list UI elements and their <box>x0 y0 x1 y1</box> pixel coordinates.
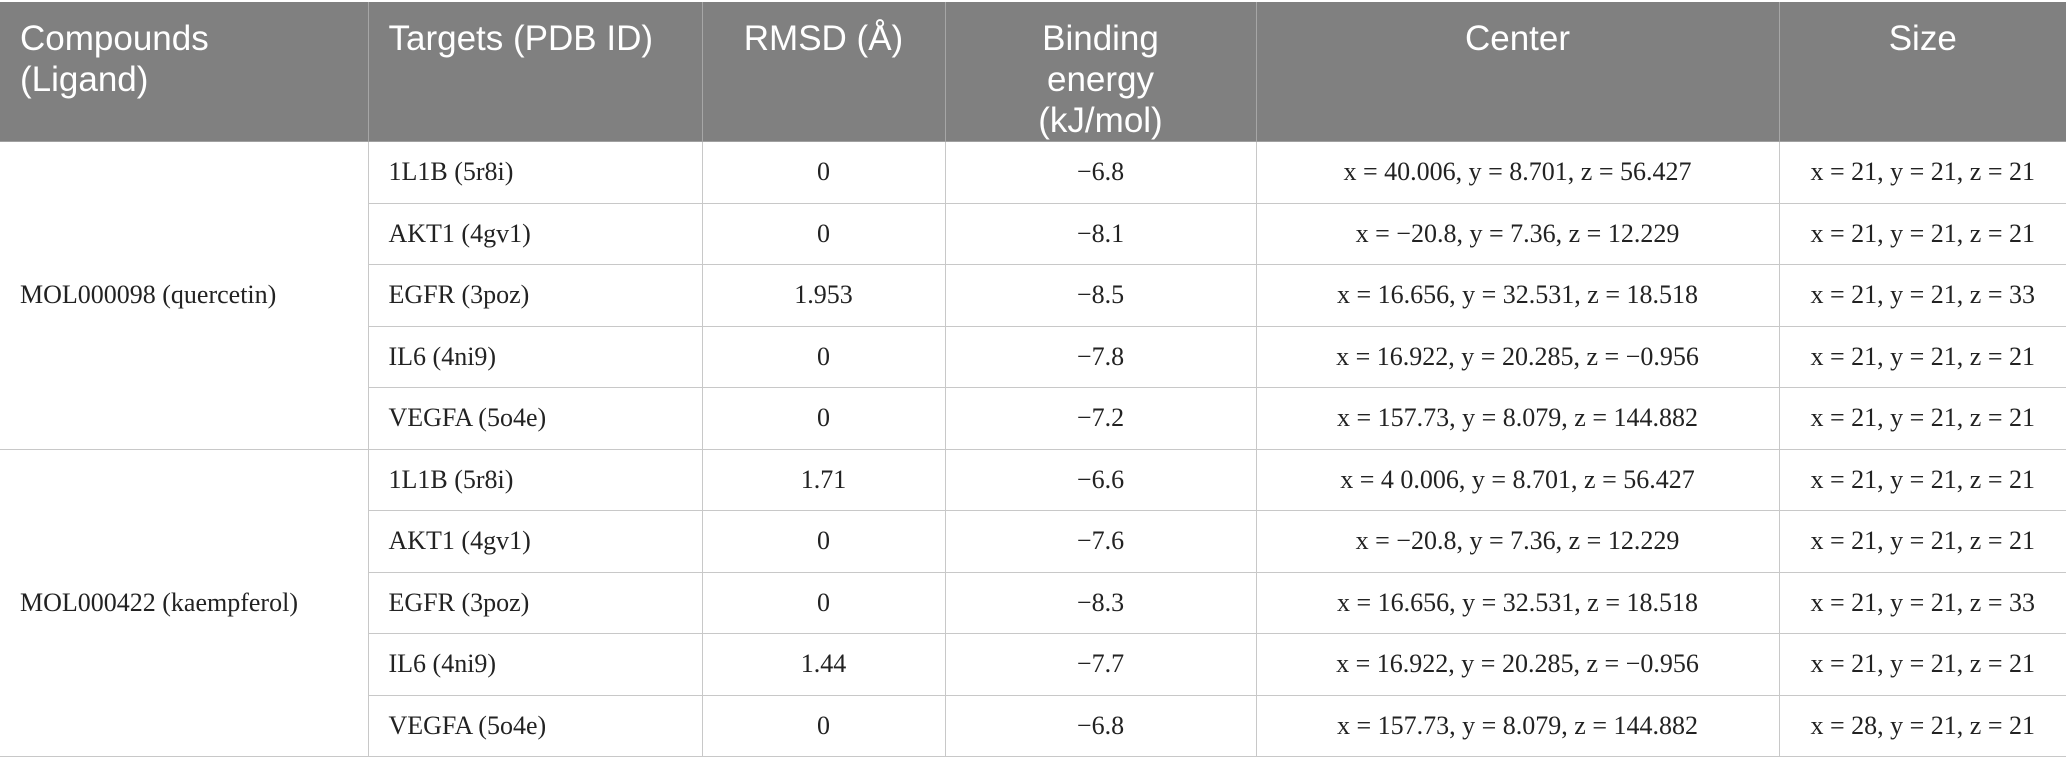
header-compounds: Compounds (Ligand) <box>0 2 369 142</box>
size-cell: x = 21, y = 21, z = 21 <box>1778 202 2066 265</box>
rmsd-cell: 0 <box>701 141 946 204</box>
target-cell: VEGFA (5o4e) <box>368 387 703 450</box>
center-cell: x = 4 0.006, y = 8.701, z = 56.427 <box>1255 448 1780 511</box>
binding-energy-cell: −8.5 <box>944 264 1257 327</box>
header-row: Compounds (Ligand) Targets (PDB ID) RMSD… <box>0 2 2066 142</box>
header-rmsd: RMSD (Å) <box>702 2 946 142</box>
header-binding-energy: Binding energy (kJ/mol) <box>945 2 1257 142</box>
target-cell: AKT1 (4gv1) <box>368 510 703 573</box>
table-row: AKT1 (4gv1) 0 −8.1 x = −20.8, y = 7.36, … <box>0 202 2066 265</box>
rmsd-cell: 1.44 <box>701 633 946 696</box>
rmsd-cell: 0 <box>701 510 946 573</box>
size-cell: x = 21, y = 21, z = 33 <box>1778 264 2066 327</box>
compound-cell: MOL000422 (kaempferol) <box>0 448 369 757</box>
center-cell: x = −20.8, y = 7.36, z = 12.229 <box>1255 202 1780 265</box>
rmsd-cell: 1.953 <box>701 264 946 327</box>
rmsd-cell: 0 <box>701 694 946 757</box>
center-cell: x = 16.656, y = 32.531, z = 18.518 <box>1255 264 1780 327</box>
binding-energy-cell: −6.8 <box>944 694 1257 757</box>
target-cell: 1L1B (5r8i) <box>367 448 703 511</box>
rmsd-cell: 0 <box>701 387 946 450</box>
target-cell: AKT1 (4gv1) <box>368 202 703 265</box>
size-cell: x = 21, y = 21, z = 21 <box>1778 325 2066 388</box>
size-cell: x = 28, y = 21, z = 21 <box>1778 694 2066 757</box>
header-targets: Targets (PDB ID) <box>368 2 703 142</box>
center-cell: x = 157.73, y = 8.079, z = 144.882 <box>1255 387 1780 450</box>
rmsd-cell: 0 <box>701 325 946 388</box>
header-center: Center <box>1256 2 1780 142</box>
target-cell: IL6 (4ni9) <box>368 633 703 696</box>
binding-energy-cell: −6.6 <box>944 448 1257 511</box>
table-row: IL6 (4ni9) 0 −7.8 x = 16.922, y = 20.285… <box>0 325 2066 388</box>
center-cell: x = 16.922, y = 20.285, z = −0.956 <box>1255 325 1780 388</box>
size-cell: x = 21, y = 21, z = 21 <box>1778 510 2066 573</box>
binding-energy-cell: −8.3 <box>944 571 1257 634</box>
center-cell: x = 40.006, y = 8.701, z = 56.427 <box>1255 141 1780 204</box>
target-cell: EGFR (3poz) <box>368 264 703 327</box>
binding-energy-cell: −7.2 <box>944 387 1257 450</box>
rmsd-cell: 1.71 <box>701 448 946 511</box>
size-cell: x = 21, y = 21, z = 21 <box>1778 448 2066 511</box>
center-cell: x = 16.656, y = 32.531, z = 18.518 <box>1255 571 1780 634</box>
binding-energy-cell: −8.1 <box>944 202 1257 265</box>
table-row: EGFR (3poz) 0 −8.3 x = 16.656, y = 32.53… <box>0 571 2066 634</box>
center-cell: x = 157.73, y = 8.079, z = 144.882 <box>1255 694 1780 757</box>
rmsd-cell: 0 <box>701 571 946 634</box>
binding-energy-cell: −7.6 <box>944 510 1257 573</box>
header-size: Size <box>1779 2 2066 142</box>
target-cell: EGFR (3poz) <box>368 571 703 634</box>
compound-cell: MOL000098 (quercetin) <box>0 141 369 450</box>
binding-energy-cell: −7.7 <box>944 633 1257 696</box>
table-row: MOL000422 (kaempferol) 1L1B (5r8i) 1.71 … <box>0 448 2066 757</box>
binding-energy-cell: −6.8 <box>944 141 1257 204</box>
size-cell: x = 21, y = 21, z = 21 <box>1778 141 2066 204</box>
table-row: MOL000098 (quercetin) 1L1B (5r8i) 0 −6.8… <box>0 141 2066 450</box>
target-cell: 1L1B (5r8i) <box>367 141 703 204</box>
binding-energy-cell: −7.8 <box>944 325 1257 388</box>
table-body: MOL000098 (quercetin) 1L1B (5r8i) 0 −6.8… <box>0 141 2066 757</box>
size-cell: x = 21, y = 21, z = 21 <box>1778 387 2066 450</box>
table-row: EGFR (3poz) 1.953 −8.5 x = 16.656, y = 3… <box>0 264 2066 327</box>
rmsd-cell: 0 <box>701 202 946 265</box>
center-cell: x = 16.922, y = 20.285, z = −0.956 <box>1255 633 1780 696</box>
target-cell: VEGFA (5o4e) <box>368 694 703 757</box>
center-cell: x = −20.8, y = 7.36, z = 12.229 <box>1255 510 1780 573</box>
table-header: Compounds (Ligand) Targets (PDB ID) RMSD… <box>0 2 2066 142</box>
size-cell: x = 21, y = 21, z = 21 <box>1778 633 2066 696</box>
target-cell: IL6 (4ni9) <box>368 325 703 388</box>
size-cell: x = 21, y = 21, z = 33 <box>1778 571 2066 634</box>
